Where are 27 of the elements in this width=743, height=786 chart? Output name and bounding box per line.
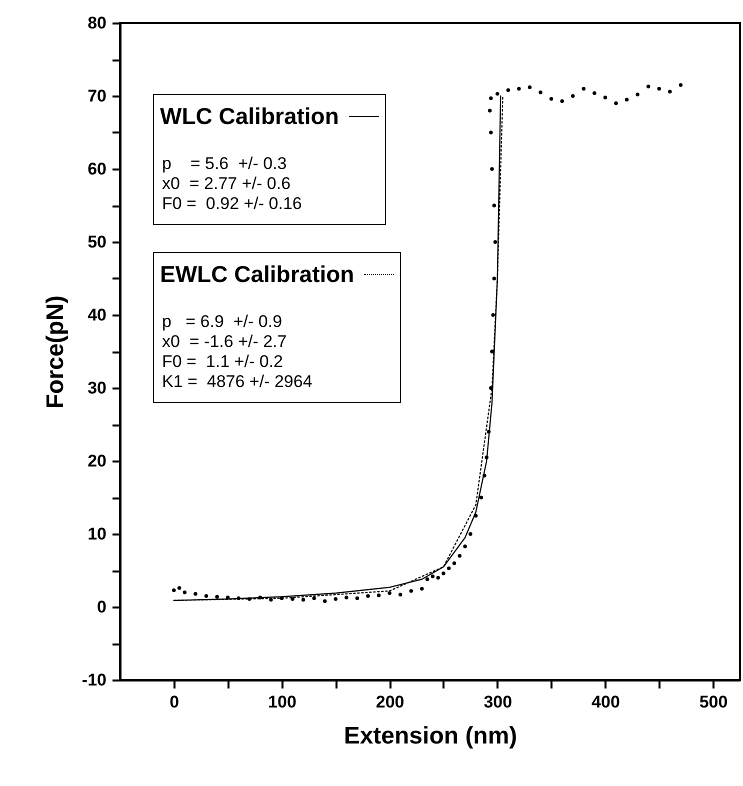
y-tick-label: 70 [88, 86, 106, 106]
y-tick-label: 0 [97, 598, 106, 616]
y-axis-title: Force(pN) [42, 295, 69, 409]
legend-label: WLC Calibration [160, 103, 339, 130]
annotation: p = 5.6 +/- 0.3 [161, 154, 288, 174]
y-tick-label: 50 [88, 232, 106, 252]
annotation: x0 = -1.6 +/- 2.7 [161, 332, 288, 352]
y-tick-label: 60 [88, 160, 106, 178]
x-tick-label: 400 [592, 692, 620, 712]
y-tick-label: 10 [88, 524, 106, 544]
x-tick-label: 200 [376, 692, 404, 712]
y-tick-label: 20 [88, 452, 106, 470]
x-tick-label: 500 [699, 692, 728, 712]
y-tick-label: 30 [88, 378, 106, 398]
x-tick-label: 100 [268, 692, 296, 712]
annotation: K1 = 4876 +/- 2964 [161, 372, 314, 392]
y-tick-label: 80 [88, 14, 106, 32]
annotation: x0 = 2.77 +/- 0.6 [161, 174, 292, 194]
annotation: F0 = 1.1 +/- 0.2 [161, 352, 284, 372]
x-tick-label: 0 [170, 692, 180, 712]
x-axis-title: Extension (nm) [344, 722, 518, 750]
y-tick-label: 40 [88, 306, 106, 324]
x-tick-label: 300 [484, 692, 512, 712]
annotation: F0 = 0.92 +/- 0.16 [161, 194, 303, 214]
legend-label: EWLC Calibration [160, 261, 354, 288]
annotation: p = 6.9 +/- 0.9 [161, 312, 284, 332]
y-tick-label: -10 [82, 670, 106, 690]
